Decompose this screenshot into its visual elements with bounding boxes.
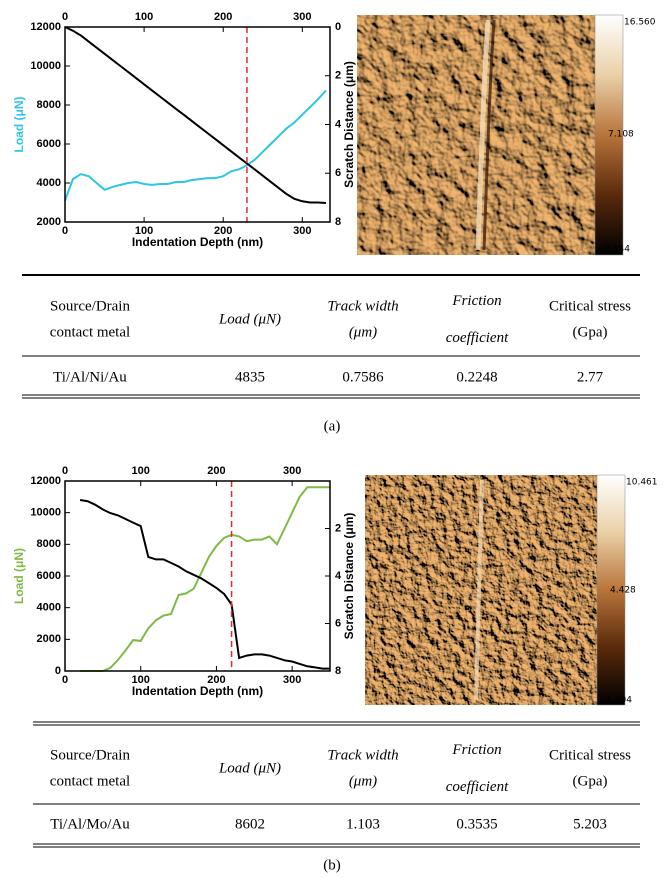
y-tick-label: 10000 bbox=[30, 60, 61, 72]
y-axis-label: Load (μN) bbox=[12, 548, 26, 604]
x-tick-label: 200 bbox=[214, 225, 232, 237]
data-line bbox=[80, 486, 330, 672]
data-line bbox=[64, 26, 327, 204]
y2-tick-label: 8 bbox=[335, 216, 341, 228]
y-tick-label: 6000 bbox=[37, 570, 61, 582]
table: Source/Drain contact metal Load (μN) Track … bbox=[50, 742, 631, 833]
afm-image bbox=[365, 475, 597, 705]
data-line bbox=[64, 89, 327, 201]
table-header: Source/Drain bbox=[50, 747, 130, 763]
y2-tick-label: 2 bbox=[335, 522, 341, 534]
table-header: Track width bbox=[327, 747, 398, 763]
chart: 0 100 200 300 0 100 200 300 2000 4000 6000 8000 1000… bbox=[12, 11, 356, 249]
y-tick-label: 8000 bbox=[37, 538, 61, 550]
y-tick-label: 10000 bbox=[30, 507, 61, 519]
table-header: (Gpa) bbox=[573, 324, 608, 340]
table-cell: Ti/Al/Ni/Au bbox=[53, 369, 127, 385]
table-header: coefficient bbox=[446, 779, 509, 795]
x2-tick-label: 300 bbox=[283, 465, 301, 477]
table-cell: 1.103 bbox=[346, 816, 380, 832]
table-rules bbox=[22, 274, 640, 848]
colorbar-label: 10.461 bbox=[626, 478, 658, 488]
y2-tick-label: 6 bbox=[335, 167, 341, 179]
y2-tick-label: 6 bbox=[335, 617, 341, 629]
y2-tick-label: 2 bbox=[335, 70, 341, 82]
y-tick-label: 0 bbox=[55, 665, 61, 677]
y2-tick-label: 8 bbox=[335, 665, 341, 677]
afm-image bbox=[357, 15, 595, 255]
table-header: contact metal bbox=[50, 324, 130, 340]
colorbar-label: 7.108 bbox=[608, 130, 634, 140]
colorbar-label: -2.344 bbox=[601, 245, 630, 255]
x2-tick-label: 100 bbox=[135, 11, 153, 23]
y-tick-label: 8000 bbox=[37, 99, 61, 111]
colorbar-label: 4.428 bbox=[610, 586, 636, 596]
y2-tick-label: 0 bbox=[335, 21, 341, 33]
y2-axis-label: Scratch Distance (μm) bbox=[342, 61, 356, 188]
table-cell: 0.3535 bbox=[456, 816, 497, 832]
x-tick-label: 100 bbox=[132, 674, 150, 686]
x2-tick-label: 0 bbox=[62, 11, 68, 23]
y2-tick-label: 4 bbox=[335, 118, 342, 130]
caption: (a) bbox=[324, 418, 341, 434]
y-tick-label: 4000 bbox=[37, 602, 61, 614]
table-header: Load (μN) bbox=[218, 311, 281, 327]
table-header: Load (μN) bbox=[218, 760, 281, 776]
caption: (b) bbox=[323, 857, 341, 873]
x-tick-label: 0 bbox=[62, 225, 68, 237]
y2-axis-label: Scratch Distance (μm) bbox=[342, 513, 356, 640]
table-header: (μm) bbox=[349, 324, 377, 340]
colorbar-label: -1.604 bbox=[603, 696, 632, 706]
x-axis-label: Indentation Depth (nm) bbox=[132, 235, 263, 249]
table-header: Track width bbox=[327, 298, 398, 314]
x2-tick-label: 300 bbox=[293, 11, 311, 23]
colorbar-label: 16.560 bbox=[624, 18, 656, 28]
table-cell: Ti/Al/Mo/Au bbox=[50, 816, 130, 832]
y-tick-label: 2000 bbox=[37, 633, 61, 645]
x2-tick-label: 200 bbox=[214, 11, 232, 23]
table-cell: 0.2248 bbox=[456, 369, 497, 385]
y-tick-label: 6000 bbox=[37, 138, 61, 150]
table-header: (Gpa) bbox=[573, 773, 608, 789]
table-header: Critical stress bbox=[549, 298, 631, 314]
x2-tick-label: 100 bbox=[132, 465, 150, 477]
x-tick-label: 300 bbox=[293, 225, 311, 237]
table-header: coefficient bbox=[446, 330, 509, 346]
table-header: (μm) bbox=[349, 773, 377, 789]
x2-tick-label: 0 bbox=[62, 465, 68, 477]
y-tick-label: 4000 bbox=[37, 177, 61, 189]
table-cell: 0.7586 bbox=[342, 369, 384, 385]
chart: 0 100 200 300 0 100 200 300 0 2000 4000 6000 8000 100… bbox=[12, 465, 356, 698]
x-tick-label: 0 bbox=[62, 674, 68, 686]
table-cell: 2.77 bbox=[577, 369, 604, 385]
y-axis-label: Load (μN) bbox=[12, 96, 26, 152]
y-tick-label: 2000 bbox=[37, 216, 61, 228]
table: Source/Drain contact metal Load (μN) Track … bbox=[50, 293, 631, 386]
x2-tick-label: 200 bbox=[207, 465, 225, 477]
y-tick-label: 12000 bbox=[30, 21, 61, 33]
x-tick-label: 200 bbox=[207, 674, 225, 686]
table-cell: 5.203 bbox=[573, 816, 607, 832]
y2-tick-label: 4 bbox=[335, 570, 342, 582]
x-tick-label: 100 bbox=[135, 225, 153, 237]
y-tick-label: 12000 bbox=[30, 475, 61, 487]
data-line bbox=[79, 499, 330, 670]
colorbar bbox=[596, 474, 626, 706]
table-header: Source/Drain bbox=[50, 298, 130, 314]
table-header: Friction bbox=[451, 742, 501, 758]
x-axis-label: Indentation Depth (nm) bbox=[132, 684, 263, 698]
table-header: contact metal bbox=[50, 773, 130, 789]
table-cell: 4835 bbox=[235, 369, 265, 385]
table-cell: 8602 bbox=[235, 816, 265, 832]
colorbar bbox=[594, 14, 624, 256]
x-tick-label: 300 bbox=[283, 674, 301, 686]
table-header: Critical stress bbox=[549, 747, 631, 763]
table-header: Friction bbox=[451, 293, 501, 309]
